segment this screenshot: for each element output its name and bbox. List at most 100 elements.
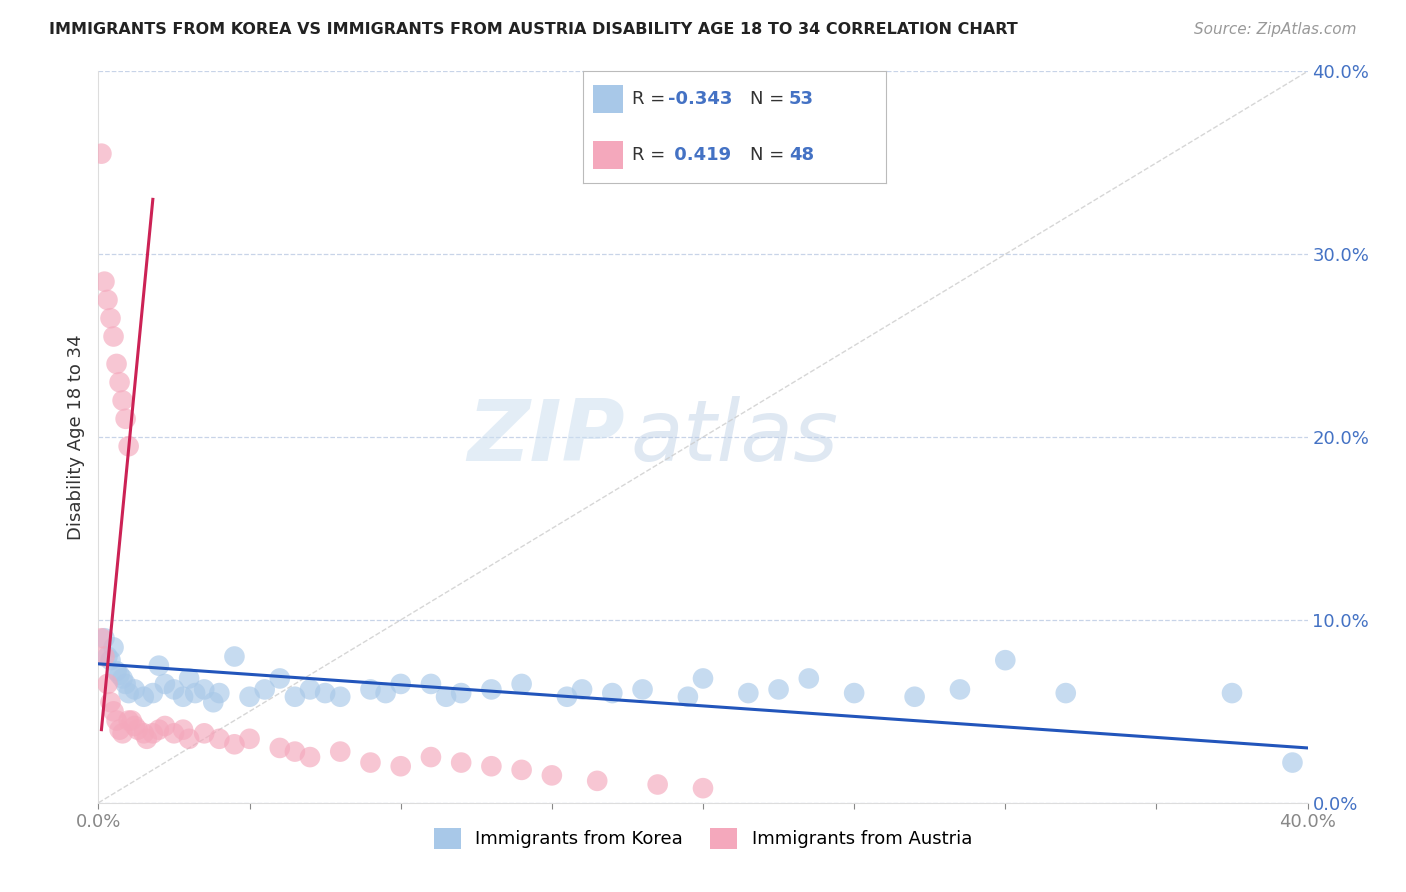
Point: [450, 756, 472, 770]
Point: [90, 632, 112, 646]
Text: N =: N =: [749, 146, 790, 164]
Text: 48: 48: [789, 146, 814, 164]
Point: [96, 649, 118, 664]
Point: [105, 714, 128, 728]
Point: [299, 682, 322, 697]
Point: [239, 731, 262, 746]
Point: [631, 682, 654, 697]
Point: [100, 653, 122, 667]
Point: [179, 731, 201, 746]
Point: [118, 714, 141, 728]
Point: [1281, 756, 1303, 770]
Point: [389, 759, 412, 773]
Point: [114, 412, 136, 426]
Text: -0.343: -0.343: [668, 90, 733, 108]
Text: 0.419: 0.419: [668, 146, 731, 164]
Point: [96, 293, 118, 307]
Point: [103, 705, 125, 719]
Point: [329, 690, 352, 704]
Point: [142, 726, 165, 740]
Point: [100, 311, 122, 326]
Point: [108, 723, 131, 737]
Point: [111, 393, 134, 408]
Point: [108, 667, 131, 681]
Point: [90, 146, 112, 161]
Point: [208, 731, 231, 746]
Point: [132, 726, 155, 740]
Point: [284, 745, 307, 759]
Point: [163, 682, 186, 697]
Point: [172, 690, 194, 704]
Point: [132, 690, 155, 704]
Point: [108, 375, 131, 389]
Y-axis label: Disability Age 18 to 34: Disability Age 18 to 34: [66, 334, 84, 540]
Point: [481, 682, 503, 697]
Point: [768, 682, 790, 697]
Point: [949, 682, 972, 697]
Point: [481, 759, 503, 773]
Point: [904, 690, 927, 704]
Point: [224, 737, 246, 751]
Point: [450, 686, 472, 700]
Point: [153, 719, 176, 733]
Point: [994, 653, 1017, 667]
Point: [1054, 686, 1077, 700]
Text: atlas: atlas: [630, 395, 838, 479]
Point: [284, 690, 307, 704]
Point: [299, 750, 322, 764]
Point: [692, 672, 714, 686]
Point: [179, 672, 201, 686]
Point: [172, 723, 194, 737]
Point: [692, 781, 714, 796]
Point: [602, 686, 624, 700]
Point: [114, 677, 136, 691]
Point: [253, 682, 276, 697]
Point: [105, 664, 128, 678]
Point: [96, 677, 118, 691]
Point: [193, 726, 215, 740]
Point: [571, 682, 593, 697]
Point: [118, 439, 141, 453]
Point: [844, 686, 866, 700]
Point: [389, 677, 412, 691]
Point: [118, 686, 141, 700]
Point: [127, 723, 149, 737]
Point: [676, 690, 699, 704]
Point: [420, 750, 443, 764]
Point: [153, 677, 176, 691]
Point: [555, 690, 578, 704]
Point: [135, 731, 157, 746]
Point: [420, 677, 443, 691]
Point: [148, 723, 170, 737]
Text: ZIP: ZIP: [467, 395, 624, 479]
Point: [1220, 686, 1243, 700]
Point: [124, 719, 146, 733]
Point: [148, 658, 170, 673]
Point: [510, 677, 533, 691]
Point: [105, 357, 128, 371]
Point: [111, 726, 134, 740]
Point: [124, 682, 146, 697]
Point: [434, 690, 457, 704]
Point: [540, 768, 562, 782]
Point: [360, 756, 382, 770]
Point: [163, 726, 186, 740]
Legend: Immigrants from Korea, Immigrants from Austria: Immigrants from Korea, Immigrants from A…: [426, 821, 980, 856]
Point: [142, 686, 165, 700]
FancyBboxPatch shape: [592, 141, 623, 169]
Point: [111, 672, 134, 686]
Point: [93, 649, 115, 664]
Point: [510, 763, 533, 777]
Point: [647, 778, 669, 792]
Point: [103, 329, 125, 343]
Point: [737, 686, 759, 700]
Point: [208, 686, 231, 700]
Text: R =: R =: [631, 146, 671, 164]
FancyBboxPatch shape: [592, 86, 623, 113]
Text: R =: R =: [631, 90, 671, 108]
Text: IMMIGRANTS FROM KOREA VS IMMIGRANTS FROM AUSTRIA DISABILITY AGE 18 TO 34 CORRELA: IMMIGRANTS FROM KOREA VS IMMIGRANTS FROM…: [49, 22, 1018, 37]
Point: [224, 649, 246, 664]
Point: [239, 690, 262, 704]
Point: [193, 682, 215, 697]
Point: [374, 686, 396, 700]
